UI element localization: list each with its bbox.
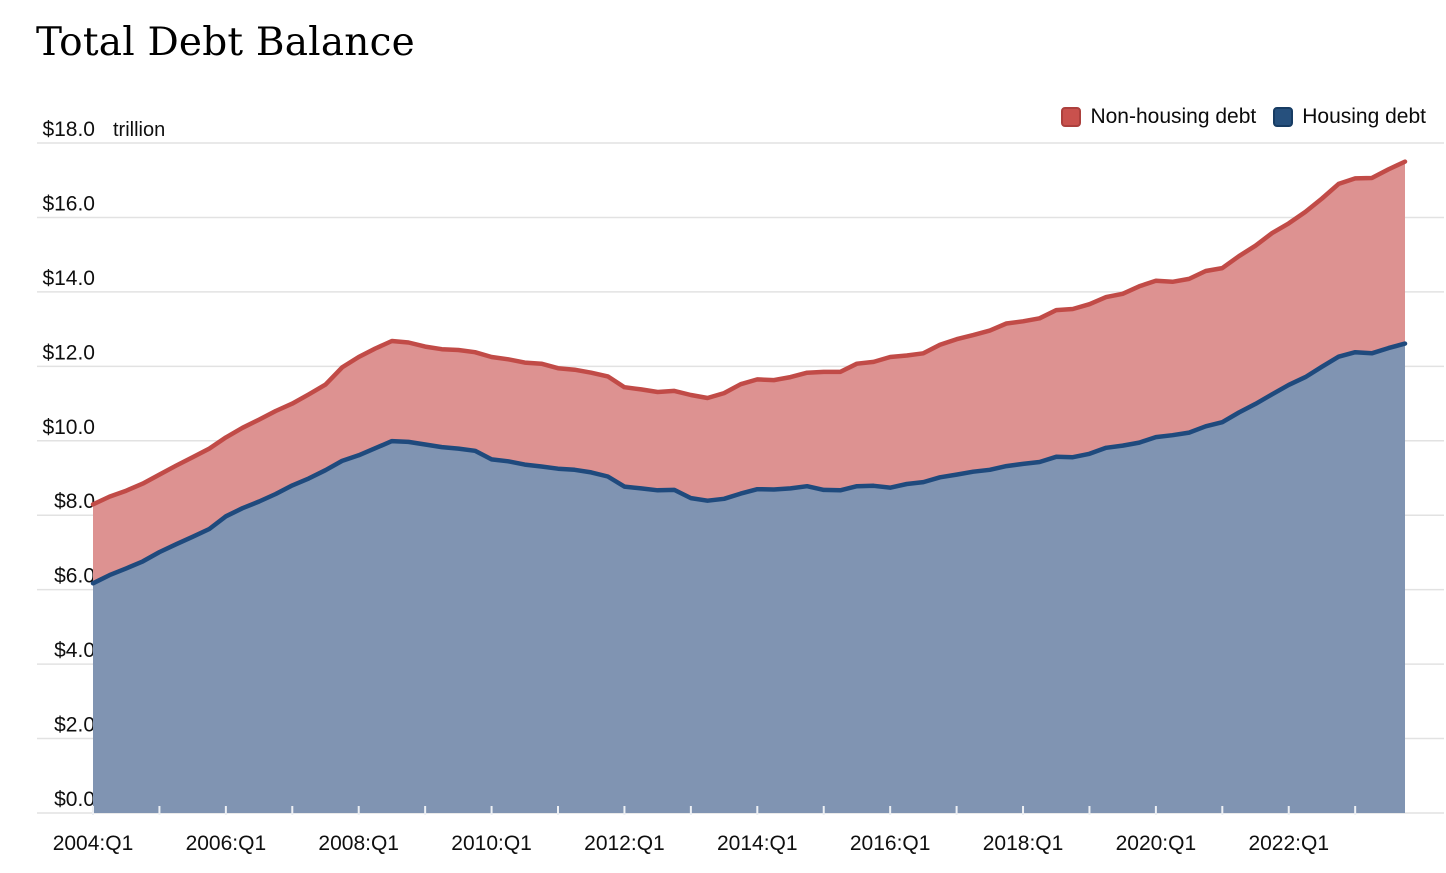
legend-label-housing: Housing debt	[1302, 105, 1426, 128]
y-tick-label: $14.0	[42, 267, 95, 290]
y-tick-label: $8.0	[54, 490, 95, 513]
x-tick-label: 2004:Q1	[53, 832, 134, 855]
legend-item-housing: Housing debt	[1273, 105, 1426, 129]
housing-area	[93, 343, 1405, 813]
y-tick-label: $0.0	[54, 788, 95, 811]
chart-title: Total Debt Balance	[36, 20, 415, 65]
y-tick-label: $18.0	[42, 118, 95, 141]
x-tick-label: 2014:Q1	[717, 832, 798, 855]
x-tick-label: 2016:Q1	[850, 832, 931, 855]
x-tick-label: 2020:Q1	[1116, 832, 1197, 855]
x-tick-label: 2010:Q1	[451, 832, 532, 855]
y-tick-label: $16.0	[42, 192, 95, 215]
housing-line	[90, 341, 1408, 586]
y-tick-label: $10.0	[42, 416, 95, 439]
x-tick-label: 2006:Q1	[186, 832, 267, 855]
y-tick-label: $6.0	[54, 565, 95, 588]
legend-label-non-housing: Non-housing debt	[1090, 105, 1257, 128]
x-tick-label: 2018:Q1	[983, 832, 1064, 855]
non-housing-swatch-icon	[1061, 107, 1082, 127]
y-tick-label: $4.0	[54, 639, 95, 662]
x-tick-label: 2022:Q1	[1248, 832, 1329, 855]
non-housing-line	[90, 159, 1408, 507]
legend-item-non-housing: Non-housing debt	[1061, 105, 1256, 129]
housing-swatch-icon	[1273, 107, 1294, 127]
x-tick-label: 2012:Q1	[584, 832, 665, 855]
y-tick-label: $2.0	[54, 714, 95, 737]
y-axis-unit-label: trillion	[113, 119, 165, 141]
y-tick-label: $12.0	[42, 341, 95, 364]
legend: Non-housing debt Housing debt	[1061, 105, 1426, 129]
x-tick-label: 2008:Q1	[318, 832, 399, 855]
